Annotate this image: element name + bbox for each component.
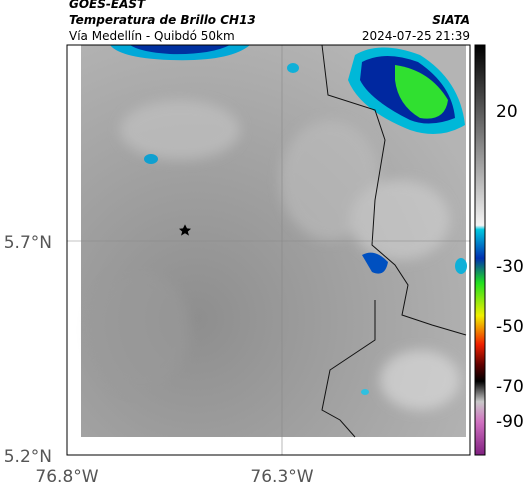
colorbar-tick: 20 xyxy=(496,102,518,122)
title: GOES-EAST xyxy=(69,0,146,11)
lon-label: 76.8°W xyxy=(35,467,98,487)
subtitle: Temperatura de Brillo CH13 xyxy=(69,13,256,27)
datetime: 2024-07-25 21:39 xyxy=(362,29,470,43)
colorbar xyxy=(474,44,486,456)
lat-label: 5.7°N xyxy=(4,233,52,253)
map-frame xyxy=(66,44,471,456)
lon-label: 76.3°W xyxy=(250,467,313,487)
lat-label: 5.2°N xyxy=(4,447,52,467)
source: SIATA xyxy=(432,13,470,27)
colorbar-tick: -50 xyxy=(496,317,524,337)
colorbar-tick: -70 xyxy=(496,377,524,397)
colorbar-tick: -90 xyxy=(496,412,524,432)
route: Vía Medellín - Quibdó 50km xyxy=(69,29,235,43)
colorbar-tick: -30 xyxy=(496,257,524,277)
